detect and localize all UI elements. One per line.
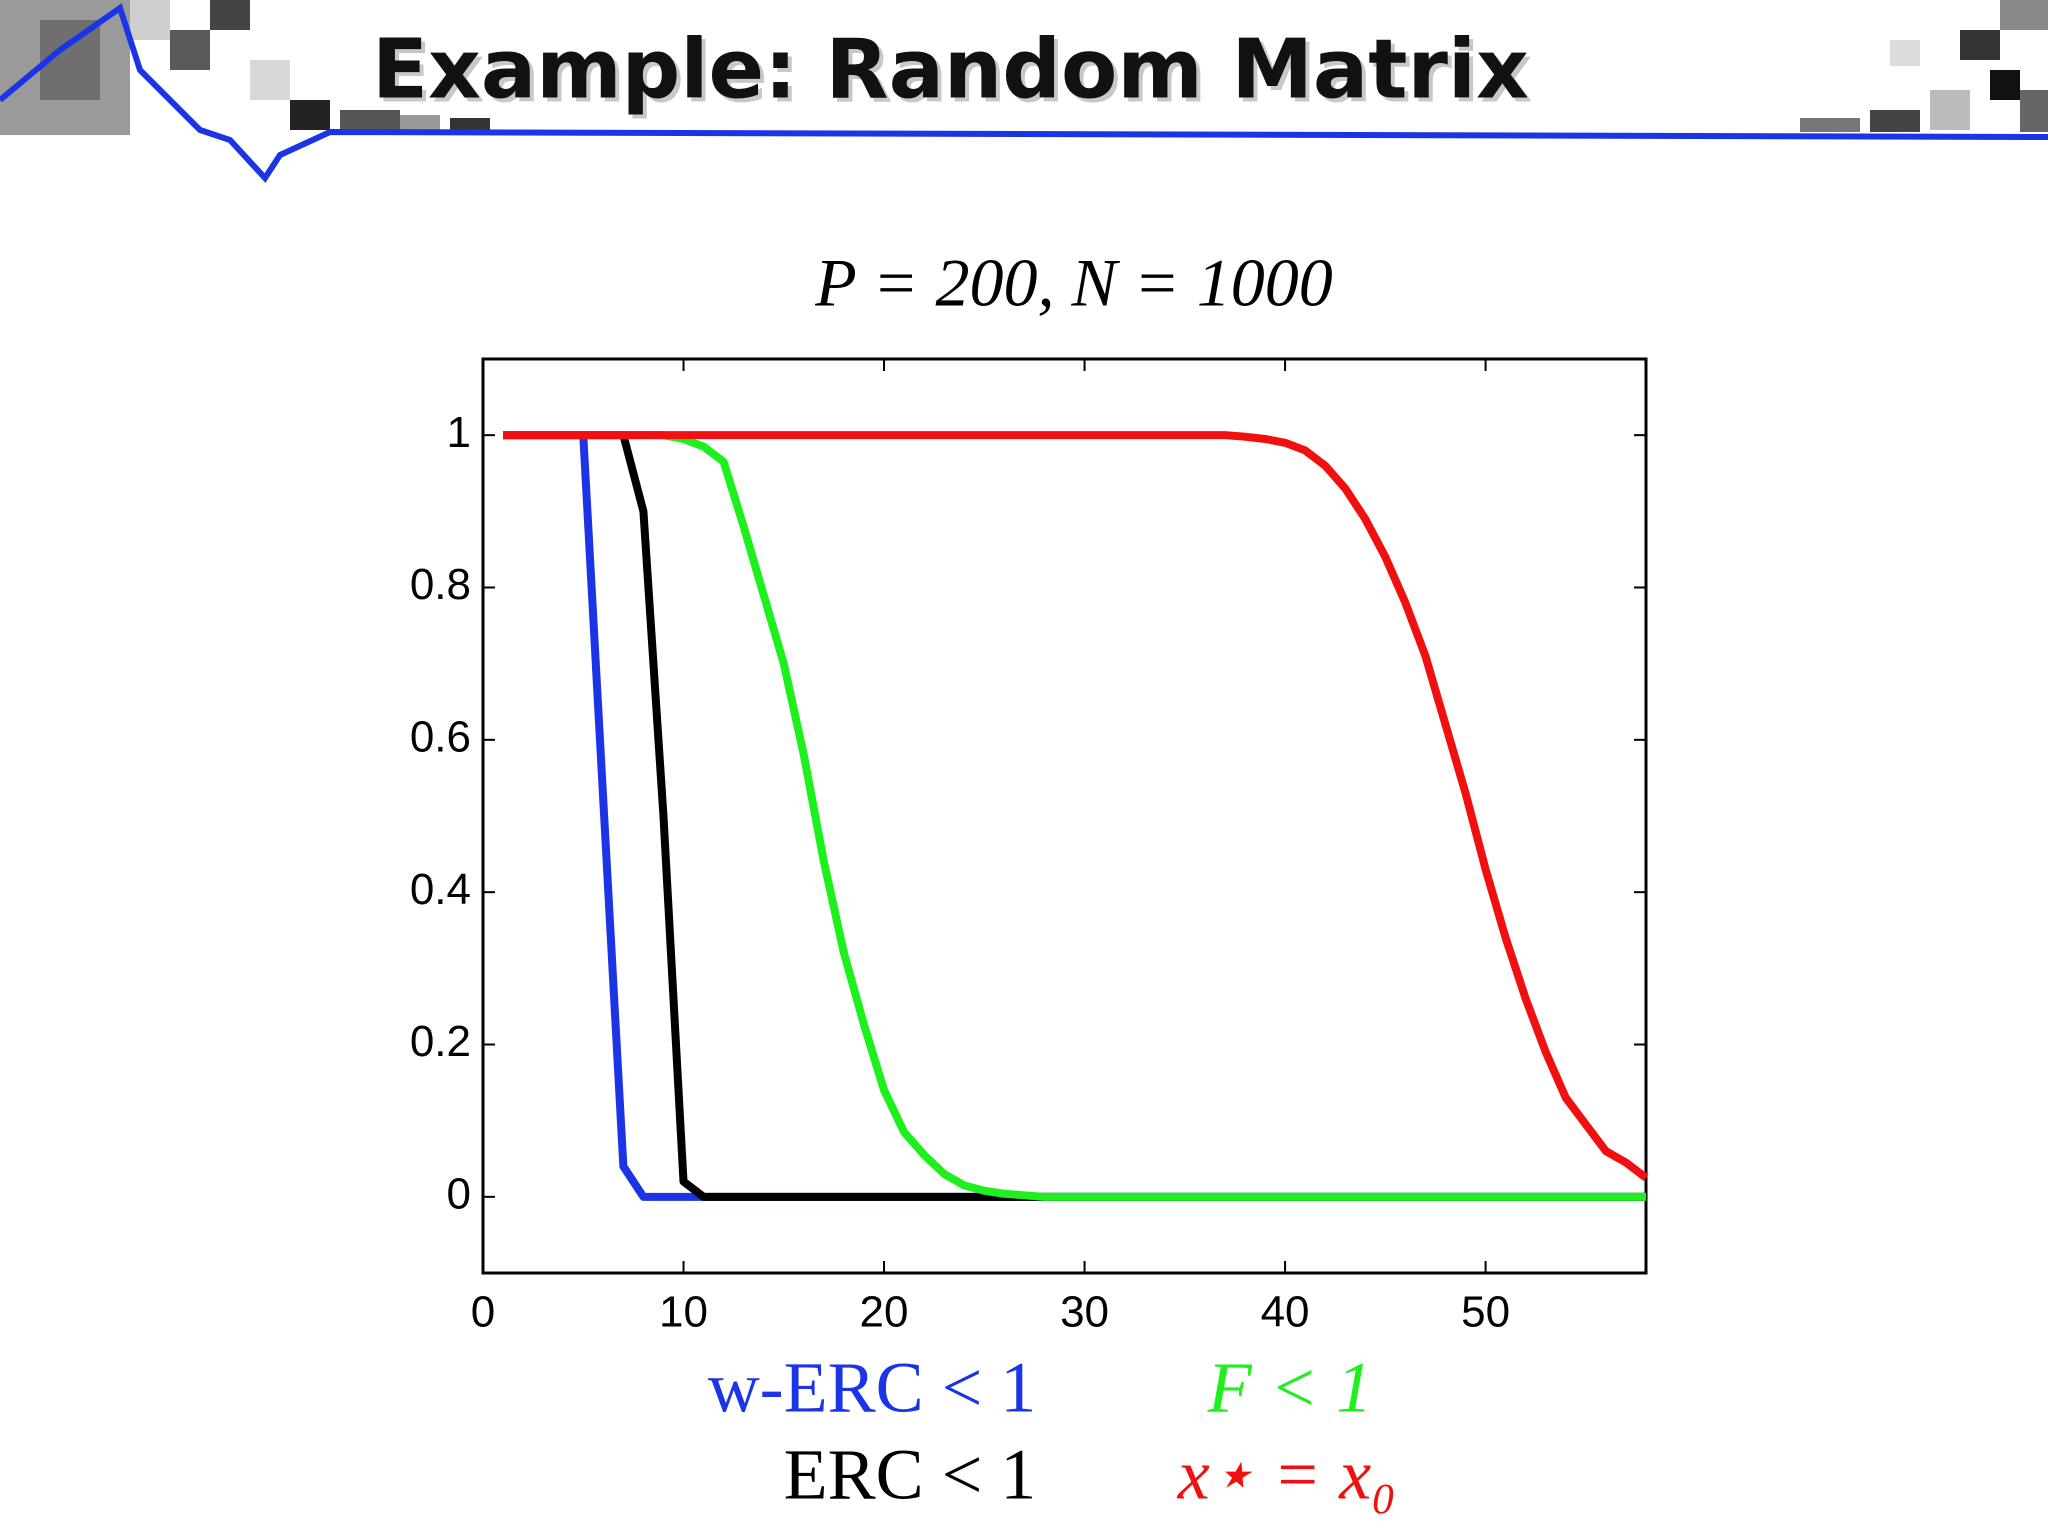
series-line: [503, 431, 1646, 1201]
y-tick-label: 0.6: [410, 712, 471, 761]
legend-entry: w-ERC < 1: [708, 1348, 1037, 1428]
x-tick-label: 50: [1461, 1288, 1510, 1337]
y-tick-label: 0: [447, 1169, 471, 1218]
legend-entry: x⋆ = x₀: [1177, 1435, 1397, 1515]
y-tick-label: 0.2: [410, 1017, 471, 1066]
slide-title-shadow: Example: Random Matrix: [376, 26, 1533, 121]
y-tick-label: 0.4: [410, 865, 471, 914]
x-tick-label: 0: [471, 1288, 495, 1337]
legend-entry: F < 1: [1207, 1348, 1373, 1428]
x-tick-label: 40: [1261, 1288, 1310, 1337]
y-tick-label: 1: [447, 408, 471, 457]
slide-title: Example: Random Matrix: [372, 22, 1529, 117]
x-tick-label: 30: [1060, 1288, 1109, 1337]
x-tick-label: 10: [659, 1288, 708, 1337]
chart-title: P = 200, N = 1000: [814, 245, 1332, 321]
legend-entry: ERC < 1: [784, 1435, 1037, 1515]
header-decoration: [0, 0, 2048, 183]
series-line: [503, 431, 1649, 1181]
x-tick-label: 20: [860, 1288, 909, 1337]
y-tick-label: 0.8: [410, 560, 471, 609]
